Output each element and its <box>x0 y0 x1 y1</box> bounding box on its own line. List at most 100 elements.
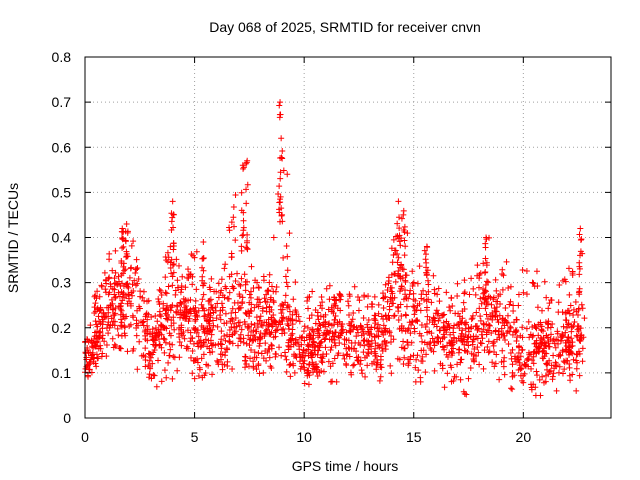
data-point <box>387 362 394 369</box>
data-point <box>579 345 586 352</box>
data-point <box>357 361 364 368</box>
data-point <box>177 299 184 306</box>
data-point <box>404 339 411 346</box>
data-point <box>467 325 474 332</box>
data-point <box>158 291 165 298</box>
data-point <box>421 296 428 303</box>
data-point <box>394 220 401 227</box>
data-point <box>483 262 490 269</box>
data-point <box>515 291 522 298</box>
data-point <box>576 350 583 357</box>
data-point <box>191 326 198 333</box>
data-point <box>293 311 300 318</box>
data-point <box>169 198 176 205</box>
data-point <box>115 332 122 339</box>
data-point <box>155 357 162 364</box>
data-point <box>94 323 101 330</box>
data-point <box>390 313 397 320</box>
data-point <box>423 243 430 250</box>
data-point <box>127 302 134 309</box>
data-point <box>253 354 260 361</box>
data-point <box>163 374 170 381</box>
data-point <box>360 349 367 356</box>
data-point <box>500 363 507 370</box>
data-point <box>129 292 136 299</box>
data-point <box>198 301 205 308</box>
data-point <box>443 289 450 296</box>
data-point <box>254 336 261 343</box>
data-point <box>170 320 177 327</box>
data-point <box>332 342 339 349</box>
data-point <box>503 258 510 265</box>
data-point <box>204 343 211 350</box>
data-point <box>515 356 522 363</box>
data-point <box>261 295 268 302</box>
data-point <box>490 294 497 301</box>
data-point <box>189 370 196 377</box>
data-point <box>160 335 167 342</box>
data-point <box>306 330 313 337</box>
data-point <box>109 285 116 292</box>
data-point <box>287 361 294 368</box>
data-point <box>462 325 469 332</box>
data-point <box>92 300 99 307</box>
data-point <box>314 373 321 380</box>
data-point <box>296 351 303 358</box>
data-point <box>139 319 146 326</box>
data-point <box>217 316 224 323</box>
data-point <box>246 342 253 349</box>
data-point <box>253 366 260 373</box>
data-point <box>238 275 245 282</box>
data-point <box>334 305 341 312</box>
data-point <box>207 326 214 333</box>
data-point <box>118 234 125 241</box>
data-point <box>109 335 116 342</box>
data-point <box>371 315 378 322</box>
data-point <box>519 266 526 273</box>
data-point <box>419 338 426 345</box>
data-point <box>280 254 287 261</box>
data-point <box>423 251 430 258</box>
data-point <box>390 236 397 243</box>
data-point <box>266 303 273 310</box>
data-point <box>406 291 413 298</box>
data-point <box>114 281 121 288</box>
data-point <box>356 297 363 304</box>
data-point <box>461 336 468 343</box>
data-point <box>412 364 419 371</box>
data-point <box>240 339 247 346</box>
data-point <box>534 304 541 311</box>
data-point <box>471 358 478 365</box>
data-point <box>354 293 361 300</box>
data-point <box>372 317 379 324</box>
data-point <box>525 318 532 325</box>
data-point <box>227 339 234 346</box>
data-point <box>565 320 572 327</box>
data-point <box>398 215 405 222</box>
data-point <box>285 326 292 333</box>
data-point <box>122 237 129 244</box>
data-point <box>182 297 189 304</box>
data-point <box>434 310 441 317</box>
data-point <box>539 307 546 314</box>
data-point <box>474 326 481 333</box>
data-point <box>576 291 583 298</box>
y-tick-label: 0.3 <box>52 275 72 291</box>
data-point <box>97 328 104 335</box>
data-point <box>298 354 305 361</box>
data-point <box>401 237 408 244</box>
data-point <box>434 333 441 340</box>
data-point <box>477 313 484 320</box>
data-point <box>132 282 139 289</box>
data-point <box>485 338 492 345</box>
data-point <box>209 305 216 312</box>
data-point <box>237 282 244 289</box>
data-point <box>377 353 384 360</box>
data-point <box>156 341 163 348</box>
data-point <box>243 360 250 367</box>
data-point <box>327 347 334 354</box>
data-point <box>228 271 235 278</box>
data-point <box>509 386 516 393</box>
data-point <box>569 324 576 331</box>
data-point <box>284 302 291 309</box>
